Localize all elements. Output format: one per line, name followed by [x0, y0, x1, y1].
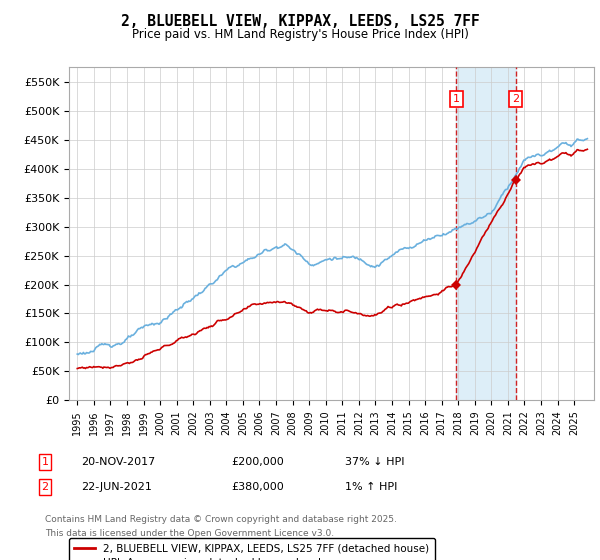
Legend: 2, BLUEBELL VIEW, KIPPAX, LEEDS, LS25 7FF (detached house), HPI: Average price, : 2, BLUEBELL VIEW, KIPPAX, LEEDS, LS25 7F…	[69, 538, 435, 560]
Text: Contains HM Land Registry data © Crown copyright and database right 2025.: Contains HM Land Registry data © Crown c…	[45, 515, 397, 524]
Bar	[457, 67, 515, 400]
Text: 2, BLUEBELL VIEW, KIPPAX, LEEDS, LS25 7FF: 2, BLUEBELL VIEW, KIPPAX, LEEDS, LS25 7F…	[121, 14, 479, 29]
Text: 2: 2	[512, 94, 519, 104]
Text: 37% ↓ HPI: 37% ↓ HPI	[345, 457, 404, 467]
Text: Price paid vs. HM Land Registry's House Price Index (HPI): Price paid vs. HM Land Registry's House …	[131, 28, 469, 41]
Text: 20-NOV-2017: 20-NOV-2017	[81, 457, 155, 467]
Text: 2: 2	[41, 482, 49, 492]
Text: £200,000: £200,000	[231, 457, 284, 467]
Text: 1: 1	[41, 457, 49, 467]
Text: 1% ↑ HPI: 1% ↑ HPI	[345, 482, 397, 492]
Text: 22-JUN-2021: 22-JUN-2021	[81, 482, 152, 492]
Text: £380,000: £380,000	[231, 482, 284, 492]
Text: 1: 1	[453, 94, 460, 104]
Text: This data is licensed under the Open Government Licence v3.0.: This data is licensed under the Open Gov…	[45, 529, 334, 538]
